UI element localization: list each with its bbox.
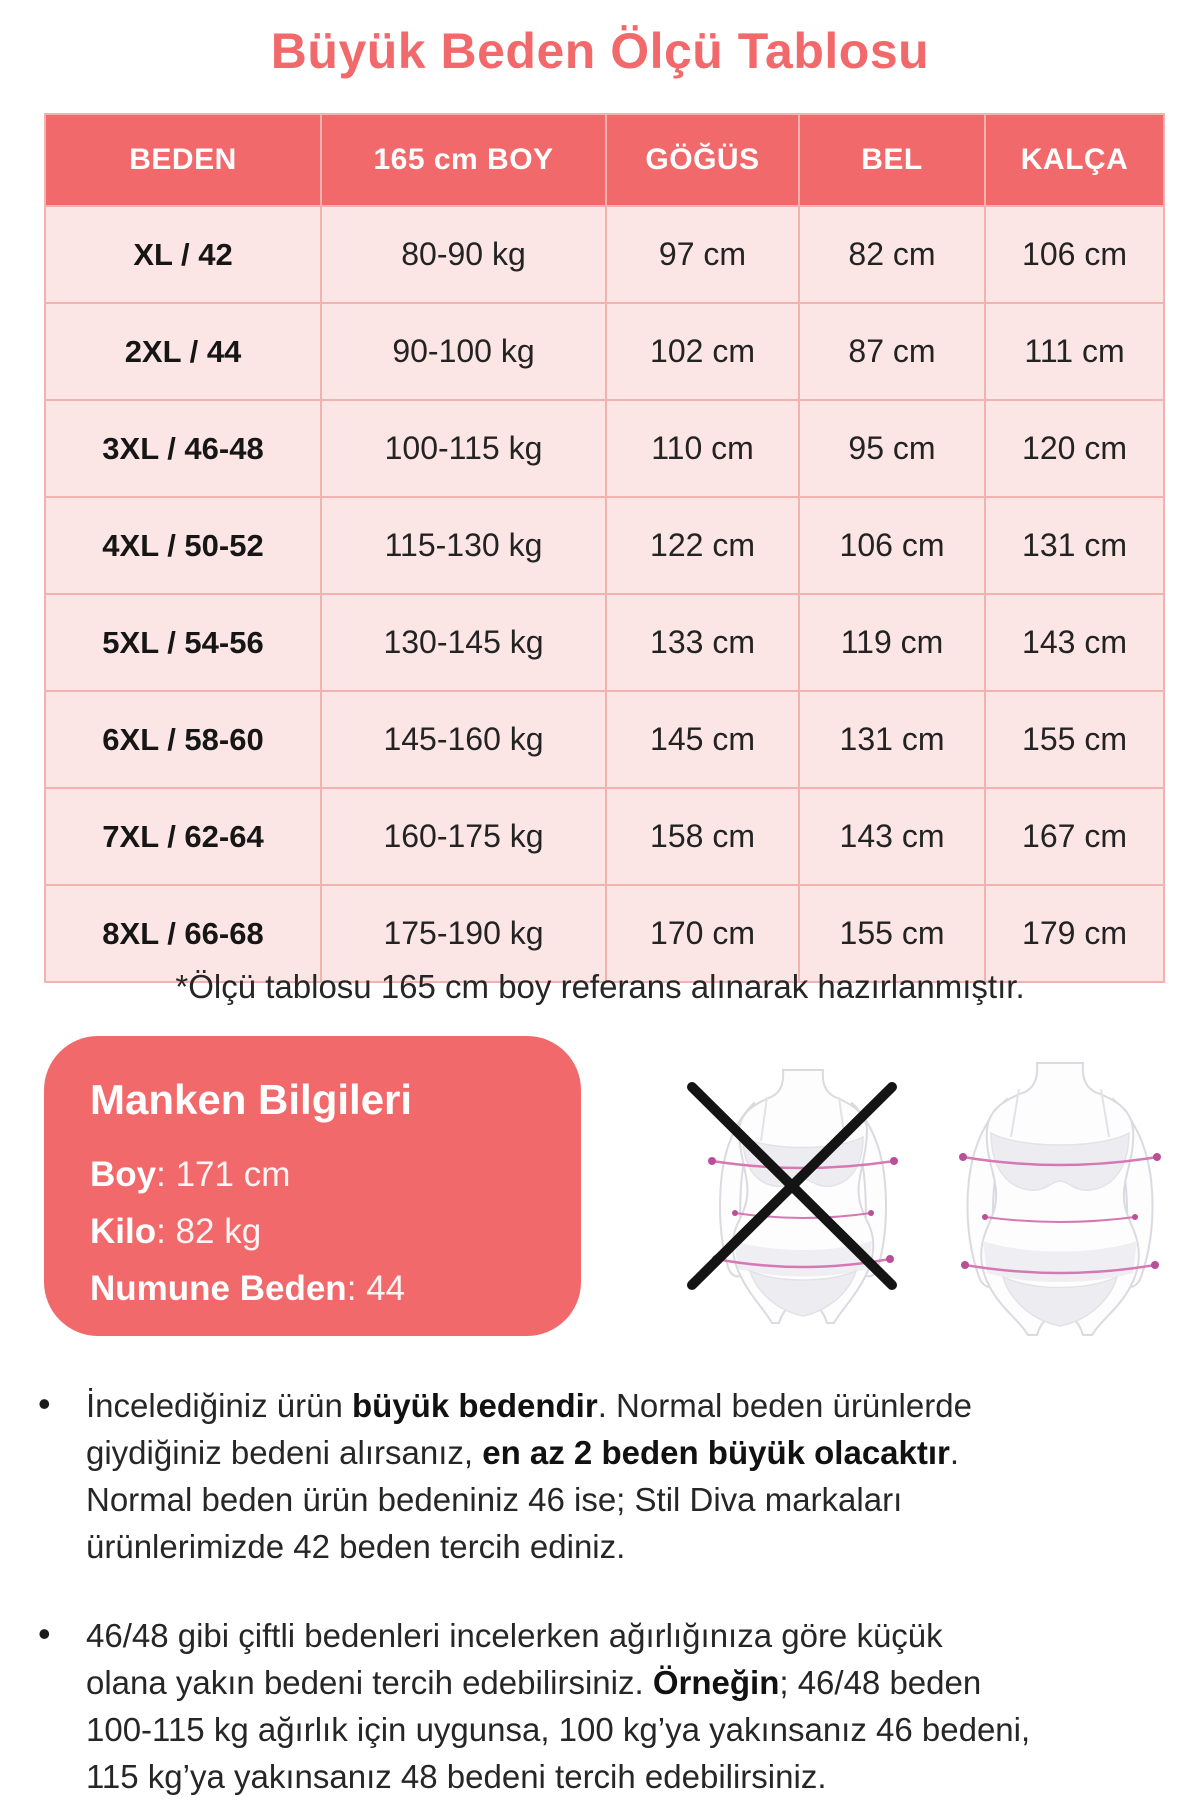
size-cell: 7XL / 62-64 — [44, 787, 322, 886]
size-cell: 4XL / 50-52 — [44, 496, 322, 595]
size-cell: XL / 42 — [44, 205, 322, 304]
model-info-fields: Boy: 171 cm Kilo: 82 kg Numune Beden: 44 — [90, 1146, 551, 1317]
column-header: GÖĞÜS — [605, 113, 800, 207]
cross-out-x-icon — [687, 1082, 897, 1290]
table-row: 8XL / 66-68 175-190 kg 170 cm 155 cm 179 cm — [44, 884, 1165, 983]
measure-cell: 95 cm — [798, 399, 986, 498]
measure-cell: 131 cm — [798, 690, 986, 789]
bust-measure-line — [962, 1155, 1158, 1167]
page-title: Büyük Beden Ölçü Tablosu — [270, 23, 930, 79]
waist-measure-line — [734, 1212, 872, 1219]
size-cell: 3XL / 46-48 — [44, 399, 322, 498]
measure-cell: 131 cm — [984, 496, 1165, 595]
measure-cell: 106 cm — [798, 496, 986, 595]
measure-cell: 145-160 kg — [320, 690, 607, 789]
table-row: 2XL / 44 90-100 kg 102 cm 87 cm 111 cm — [44, 302, 1165, 401]
panties — [748, 1269, 858, 1317]
column-header: KALÇA — [984, 113, 1165, 207]
size-cell: 2XL / 44 — [44, 302, 322, 401]
panties — [1001, 1275, 1119, 1327]
column-header: 165 cm BOY — [320, 113, 607, 207]
measure-cell: 87 cm — [798, 302, 986, 401]
measure-cell: 106 cm — [984, 205, 1165, 304]
measure-cell: 100-115 kg — [320, 399, 607, 498]
table-note: *Ölçü tablosu 165 cm boy referans alınar… — [175, 968, 1025, 1005]
measure-cell: 155 cm — [798, 884, 986, 983]
size-cell: 8XL / 66-68 — [44, 884, 322, 983]
plus-size-figure-icon — [959, 1062, 1161, 1336]
measure-cell: 110 cm — [605, 399, 800, 498]
model-info-field: Numune Beden: 44 — [90, 1269, 406, 1308]
measure-cell: 133 cm — [605, 593, 800, 692]
bullet-dot: • — [38, 1383, 51, 1424]
measure-cell: 90-100 kg — [320, 302, 607, 401]
measure-cell: 102 cm — [605, 302, 800, 401]
measure-cell: 175-190 kg — [320, 884, 607, 983]
measure-cell: 158 cm — [605, 787, 800, 886]
model-info-field: Kilo: 82 kg — [90, 1212, 262, 1251]
table-row: 6XL / 58-60 145-160 kg 145 cm 131 cm 155 cm — [44, 690, 1165, 789]
measure-cell: 111 cm — [984, 302, 1165, 401]
table-row: 3XL / 46-48 100-115 kg 110 cm 95 cm 120 cm — [44, 399, 1165, 498]
measure-cell: 167 cm — [984, 787, 1165, 886]
bullet-item-double-size-note: • 46/48 gibi çiftli bedenleri incelerken … — [36, 1612, 1166, 1800]
measure-cell: 145 cm — [605, 690, 800, 789]
measure-cell: 179 cm — [984, 884, 1165, 983]
column-header: BEDEN — [44, 113, 322, 207]
measure-cell: 120 cm — [984, 399, 1165, 498]
bra — [990, 1131, 1130, 1191]
size-cell: 5XL / 54-56 — [44, 593, 322, 692]
table-header-row: BEDEN 165 cm BOY GÖĞÜS BEL KALÇA — [44, 113, 1165, 207]
size-table: BEDEN 165 cm BOY GÖĞÜS BEL KALÇA XL / 42 80-9… — [44, 113, 1165, 983]
column-header: BEL — [798, 113, 986, 207]
measure-cell: 119 cm — [798, 593, 986, 692]
slim-figure-crossed-icon — [687, 1069, 898, 1324]
measure-cell: 170 cm — [605, 884, 800, 983]
measure-cell: 160-175 kg — [320, 787, 607, 886]
measure-cell: 155 cm — [984, 690, 1165, 789]
measure-cell: 122 cm — [605, 496, 800, 595]
waist-measure-line — [984, 1216, 1136, 1223]
measure-cell: 80-90 kg — [320, 205, 607, 304]
measure-cell: 115-130 kg — [320, 496, 607, 595]
table-row: 4XL / 50-52 115-130 kg 122 cm 106 cm 131 cm — [44, 496, 1165, 595]
bullet-item-sizing-note: • İncelediğiniz ürün büyük bedendir. Norm… — [36, 1382, 1166, 1570]
model-info-box: Manken Bilgileri Boy: 171 cm Kilo: 82 kg N… — [44, 1036, 581, 1336]
size-cell: 6XL / 58-60 — [44, 690, 322, 789]
info-bullet-list: • İncelediğiniz ürün büyük bedendir. Norm… — [36, 1382, 1166, 1800]
measure-cell: 143 cm — [984, 593, 1165, 692]
table-row: XL / 42 80-90 kg 97 cm 82 cm 106 cm — [44, 205, 1165, 304]
measure-cell: 97 cm — [605, 205, 800, 304]
table-row: 7XL / 62-64 160-175 kg 158 cm 143 cm 167 cm — [44, 787, 1165, 886]
model-info-field: Boy: 171 cm — [90, 1155, 291, 1194]
bullet-dot: • — [38, 1613, 51, 1654]
hip-band — [734, 1241, 872, 1277]
bust-measure-line — [711, 1159, 895, 1170]
hip-measure-line — [964, 1263, 1156, 1275]
measure-cell: 143 cm — [798, 787, 986, 886]
model-info-title: Manken Bilgileri — [90, 1076, 413, 1123]
measure-cell: 82 cm — [798, 205, 986, 304]
measure-cell: 130-145 kg — [320, 593, 607, 692]
table-row: 5XL / 54-56 130-145 kg 133 cm 119 cm 143 cm — [44, 593, 1165, 692]
